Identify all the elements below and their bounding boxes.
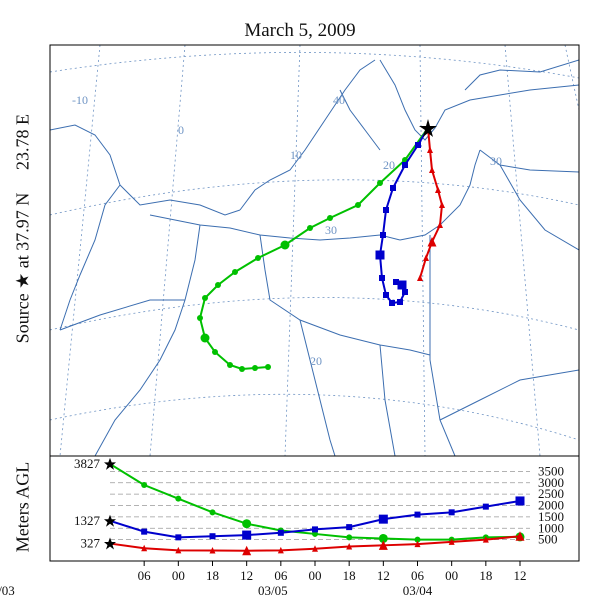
start-star-icon bbox=[104, 537, 116, 550]
x-axis-ticks: 06 00 18 12 06 00 18 12 06 00 18 12 bbox=[138, 561, 527, 583]
x-tick-label: 18 bbox=[343, 568, 356, 583]
start-height-label: 3827 bbox=[74, 456, 101, 471]
height-series-point bbox=[515, 531, 525, 541]
height-series-point bbox=[448, 538, 455, 545]
start-star-icon bbox=[104, 514, 116, 527]
x-tick-label: 18 bbox=[479, 568, 492, 583]
height-series-point bbox=[482, 536, 489, 543]
height-series-point bbox=[277, 546, 284, 554]
date-label: 03/04 bbox=[403, 583, 433, 598]
x-tick-label: 12 bbox=[240, 568, 253, 583]
x-tick-label: 00 bbox=[309, 568, 322, 583]
right-axis-tick-label: 1500 bbox=[538, 509, 564, 524]
height-series-point bbox=[312, 545, 318, 552]
height-series-point bbox=[312, 526, 318, 533]
height-series-point bbox=[346, 524, 353, 531]
height-series-point bbox=[312, 530, 318, 537]
right-axis-tick-label: 2500 bbox=[538, 486, 564, 501]
height-series-point bbox=[378, 540, 388, 550]
date-label: 03/05 bbox=[258, 583, 288, 598]
height-series-point bbox=[346, 542, 353, 550]
height-series-point bbox=[414, 536, 421, 543]
height-series-point bbox=[209, 533, 216, 540]
right-axis-tick-label: 3500 bbox=[538, 463, 564, 478]
height-series bbox=[104, 457, 525, 556]
x-tick-label: 00 bbox=[445, 568, 458, 583]
x-tick-label: 06 bbox=[274, 568, 288, 583]
date-label: 03/03 bbox=[0, 583, 15, 598]
x-tick-label: 12 bbox=[377, 568, 390, 583]
height-series-point bbox=[175, 495, 182, 502]
height-series-point bbox=[209, 509, 216, 516]
x-tick-label: 18 bbox=[206, 568, 219, 583]
right-axis-tick-label: 1000 bbox=[538, 520, 564, 535]
x-tick-label: 06 bbox=[138, 568, 152, 583]
height-series-point bbox=[378, 533, 388, 543]
height-series-point bbox=[141, 528, 148, 535]
height-series-point bbox=[175, 546, 182, 554]
height-series-point bbox=[141, 544, 148, 552]
x-tick-label: 12 bbox=[514, 568, 527, 583]
height-series-point bbox=[175, 534, 182, 541]
height-series-point bbox=[141, 482, 148, 489]
map-title: March 5, 2009 bbox=[244, 20, 356, 41]
date-labels: 03/05 03/04 03/03 bbox=[0, 583, 433, 598]
height-series-point bbox=[414, 540, 421, 548]
height-series-point bbox=[414, 511, 421, 518]
height-series-point bbox=[277, 529, 284, 536]
x-tick-label: 00 bbox=[172, 568, 185, 583]
height-series-point bbox=[378, 514, 388, 524]
height-series-point bbox=[346, 534, 353, 541]
height-series-point bbox=[482, 503, 489, 510]
height-series-point bbox=[209, 547, 216, 554]
right-axis-tick-label: 3000 bbox=[538, 475, 564, 490]
start-height-labels: 3827 1327 327 bbox=[74, 456, 101, 551]
start-height-label: 327 bbox=[81, 536, 101, 551]
height-series-point bbox=[515, 496, 525, 506]
height-series-point bbox=[448, 509, 455, 516]
start-star-icon bbox=[104, 457, 116, 470]
right-axis-tick-label: 500 bbox=[538, 532, 558, 547]
height-series-point bbox=[242, 545, 252, 556]
start-height-label: 1327 bbox=[74, 513, 101, 528]
height-series-point bbox=[242, 530, 252, 540]
height-series-point bbox=[242, 519, 252, 529]
x-tick-label: 06 bbox=[411, 568, 425, 583]
right-axis-tick-label: 2000 bbox=[538, 498, 564, 513]
